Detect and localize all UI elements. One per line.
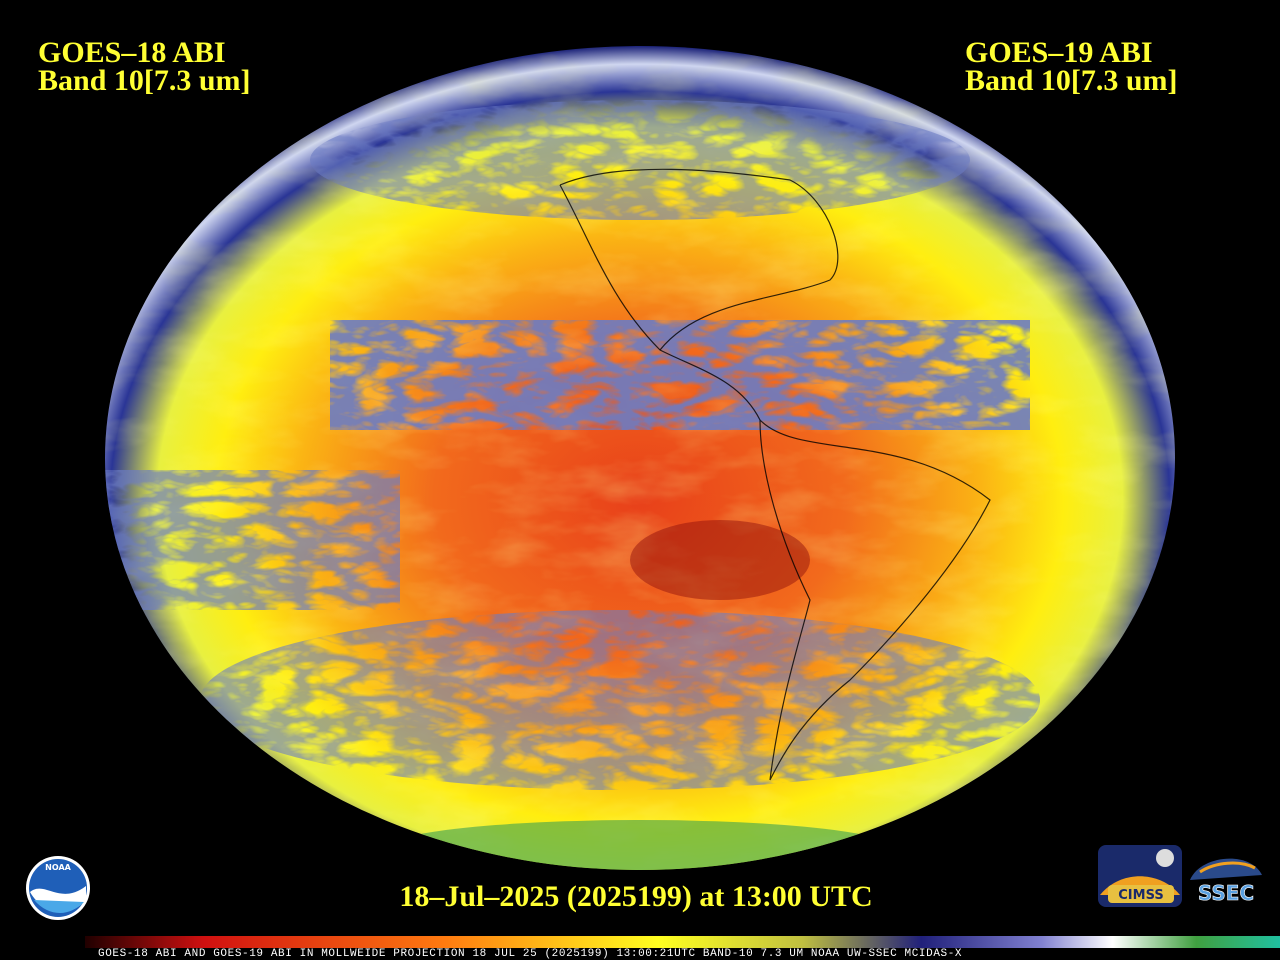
color-bar (85, 936, 1280, 948)
caption: GOES-18 ABI AND GOES-19 ABI IN MOLLWEIDE… (98, 948, 962, 960)
timestamp: 18–Jul–2025 (2025199) at 13:00 UTC (399, 880, 872, 913)
ssec-text: SSEC (1198, 881, 1254, 905)
left-band: Band 10[7.3 um] (38, 64, 251, 97)
noaa-logo: NOAA (26, 856, 90, 920)
noaa-text: NOAA (45, 863, 71, 872)
left-satellite: GOES–18 ABI (38, 36, 226, 69)
right-band: Band 10[7.3 um] (965, 64, 1178, 97)
cimss-text: CIMSS (1118, 888, 1163, 903)
cimss-logo: CIMSS (1098, 845, 1182, 907)
ssec-logo: SSEC (1190, 858, 1262, 905)
right-satellite: GOES–19 ABI (965, 36, 1153, 69)
globe-texture (105, 46, 1175, 870)
